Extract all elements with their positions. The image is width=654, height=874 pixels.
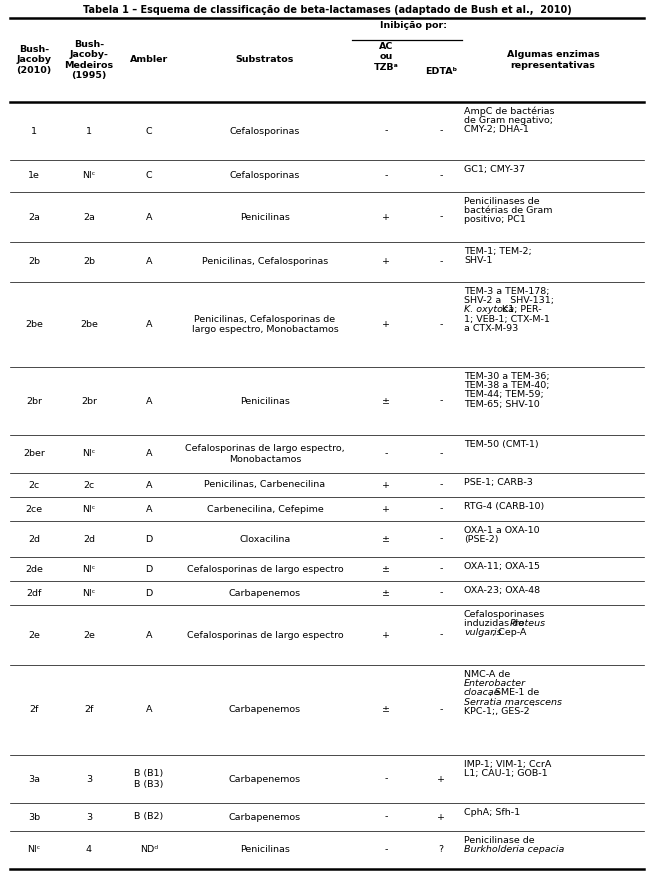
Text: -: - <box>439 397 443 406</box>
Text: 2a: 2a <box>83 212 95 221</box>
Text: Penicilinas: Penicilinas <box>240 212 290 221</box>
Text: -: - <box>385 813 388 822</box>
Text: Enterobacter: Enterobacter <box>464 679 526 688</box>
Text: SHV-2 a   SHV-131;: SHV-2 a SHV-131; <box>464 296 554 305</box>
Text: de Gram negativo;: de Gram negativo; <box>464 116 553 125</box>
Text: A: A <box>146 449 152 459</box>
Text: TEM-30 a TEM-36;: TEM-30 a TEM-36; <box>464 372 549 381</box>
Text: NIᶜ: NIᶜ <box>82 588 95 598</box>
Text: Burkholderia cepacia: Burkholderia cepacia <box>464 845 564 854</box>
Text: 2e: 2e <box>28 630 40 640</box>
Text: Carbapenemos: Carbapenemos <box>229 813 301 822</box>
Text: 2c: 2c <box>28 481 40 489</box>
Text: B (B1)
B (B3): B (B1) B (B3) <box>134 769 164 788</box>
Text: B (B2): B (B2) <box>134 813 164 822</box>
Text: 2br: 2br <box>26 397 42 406</box>
Text: Cefalosporinas de largo espectro,
Monobactamos: Cefalosporinas de largo espectro, Monoba… <box>185 444 345 464</box>
Text: Cefalosporinases: Cefalosporinases <box>464 610 545 619</box>
Text: A: A <box>146 320 152 329</box>
Text: 2d: 2d <box>83 535 95 544</box>
Text: D: D <box>145 535 152 544</box>
Text: Serratia marcescens: Serratia marcescens <box>464 697 562 706</box>
Text: 1; VEB-1; CTX-M-1: 1; VEB-1; CTX-M-1 <box>464 315 550 323</box>
Text: AmpC de bactérias: AmpC de bactérias <box>464 107 555 116</box>
Text: 2de: 2de <box>25 565 43 573</box>
Text: OXA-11; OXA-15: OXA-11; OXA-15 <box>464 562 540 571</box>
Text: C: C <box>146 171 152 181</box>
Text: Carbapenemos: Carbapenemos <box>229 588 301 598</box>
Text: 2b: 2b <box>83 258 95 267</box>
Text: ,: , <box>531 697 534 706</box>
Text: Bush-
Jacoby-
Medeiros
(1995): Bush- Jacoby- Medeiros (1995) <box>65 40 114 80</box>
Text: +: + <box>382 630 390 640</box>
Text: (PSE-2): (PSE-2) <box>464 535 498 545</box>
Text: K. oxytoca: K. oxytoca <box>464 305 514 315</box>
Text: +: + <box>382 481 390 489</box>
Text: OXA-1 a OXA-10: OXA-1 a OXA-10 <box>464 526 540 535</box>
Text: NIᶜ: NIᶜ <box>27 845 41 855</box>
Text: AC
ou
TZBᵃ: AC ou TZBᵃ <box>373 42 398 72</box>
Text: -: - <box>439 171 443 181</box>
Text: Carbapenemos: Carbapenemos <box>229 774 301 783</box>
Text: SHV-1: SHV-1 <box>464 256 492 265</box>
Text: CphA; Sfh-1: CphA; Sfh-1 <box>464 808 520 817</box>
Text: 2e: 2e <box>83 630 95 640</box>
Text: 2b: 2b <box>28 258 40 267</box>
Text: Penicilinase de: Penicilinase de <box>464 836 534 845</box>
Text: 1: 1 <box>86 127 92 135</box>
Text: -: - <box>385 449 388 459</box>
Text: Ambler: Ambler <box>130 56 168 65</box>
Text: Cefalosporinas de largo espectro: Cefalosporinas de largo espectro <box>186 630 343 640</box>
Text: 2be: 2be <box>80 320 98 329</box>
Text: 2d: 2d <box>28 535 40 544</box>
Text: ?: ? <box>438 845 443 855</box>
Text: +: + <box>382 320 390 329</box>
Text: Penicilinas, Cefalosporinas: Penicilinas, Cefalosporinas <box>202 258 328 267</box>
Text: Cefalosporinas de largo espectro: Cefalosporinas de largo espectro <box>186 565 343 573</box>
Text: -: - <box>439 588 443 598</box>
Text: D: D <box>145 588 152 598</box>
Text: ±: ± <box>382 588 390 598</box>
Text: Bush-
Jacoby
(2010): Bush- Jacoby (2010) <box>16 45 52 75</box>
Text: 2df: 2df <box>26 588 42 598</box>
Text: +: + <box>382 212 390 221</box>
Text: Carbenecilina, Cefepime: Carbenecilina, Cefepime <box>207 504 323 514</box>
Text: 2f: 2f <box>84 705 94 715</box>
Text: NIᶜ: NIᶜ <box>82 171 95 181</box>
Text: +: + <box>437 774 445 783</box>
Text: Cloxacilina: Cloxacilina <box>239 535 290 544</box>
Text: -: - <box>439 705 443 715</box>
Text: 3a: 3a <box>28 774 40 783</box>
Text: NIᶜ: NIᶜ <box>82 565 95 573</box>
Text: -: - <box>439 320 443 329</box>
Text: EDTAᵇ: EDTAᵇ <box>425 66 457 75</box>
Text: OXA-23; OXA-48: OXA-23; OXA-48 <box>464 586 540 595</box>
Text: -: - <box>385 171 388 181</box>
Text: Penicilinas: Penicilinas <box>240 397 290 406</box>
Text: induzidas de: induzidas de <box>464 619 527 628</box>
Text: A: A <box>146 481 152 489</box>
Text: 2be: 2be <box>25 320 43 329</box>
Text: 2c: 2c <box>83 481 95 489</box>
Text: C: C <box>146 127 152 135</box>
Text: Penicilinas, Cefalosporinas de
largo espectro, Monobactamos: Penicilinas, Cefalosporinas de largo esp… <box>192 315 338 334</box>
Text: A: A <box>146 397 152 406</box>
Text: 4: 4 <box>86 845 92 855</box>
Text: Penicilinas, Carbenecilina: Penicilinas, Carbenecilina <box>205 481 326 489</box>
Text: ±: ± <box>382 565 390 573</box>
Text: TEM-44; TEM-59;: TEM-44; TEM-59; <box>464 391 543 399</box>
Text: Proteus: Proteus <box>510 619 546 628</box>
Text: -: - <box>385 774 388 783</box>
Text: TEM-3 a TEM-178;: TEM-3 a TEM-178; <box>464 287 549 296</box>
Text: NIᶜ: NIᶜ <box>82 504 95 514</box>
Text: -: - <box>439 535 443 544</box>
Text: NMC-A de: NMC-A de <box>464 670 510 679</box>
Text: RTG-4 (CARB-10): RTG-4 (CARB-10) <box>464 502 544 511</box>
Text: 2a: 2a <box>28 212 40 221</box>
Text: vulgaris: vulgaris <box>464 628 502 637</box>
Text: 2br: 2br <box>81 397 97 406</box>
Text: 2f: 2f <box>29 705 39 715</box>
Text: -: - <box>439 481 443 489</box>
Text: Penicilinas: Penicilinas <box>240 845 290 855</box>
Text: -: - <box>439 127 443 135</box>
